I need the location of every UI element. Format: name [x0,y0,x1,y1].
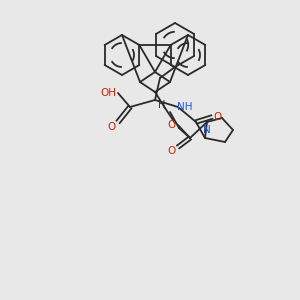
Text: O: O [168,120,176,130]
Text: O: O [214,112,222,122]
Text: NH: NH [177,102,193,112]
Text: O: O [107,122,115,132]
Text: H: H [158,100,166,110]
Text: OH: OH [100,88,116,98]
Text: O: O [168,146,176,156]
Text: N: N [203,125,211,135]
